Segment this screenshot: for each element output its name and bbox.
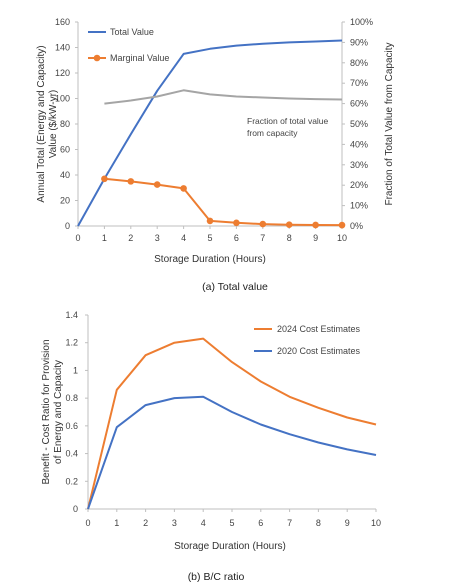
x-tick-label: 6: [234, 233, 239, 243]
x-tick-label: 9: [345, 518, 350, 528]
y-tick-label: 40: [60, 170, 70, 180]
caption-a: (a) Total value: [202, 281, 268, 293]
data-point-marginal-value: [206, 217, 214, 225]
legend: Total Value Marginal Value: [88, 27, 169, 63]
y2-tick-label: 70%: [350, 78, 368, 88]
legend-label: 2020 Cost Estimates: [277, 346, 361, 356]
x-tick-label: 0: [75, 233, 80, 243]
y2-tick-label: 60%: [350, 99, 368, 109]
chart-total-value: 0204060801001201401600%10%20%30%40%50%60…: [36, 17, 395, 293]
x-tick-label: 1: [114, 518, 119, 528]
y-axis-label-line: Benefit - Cost Ratio for Provision: [41, 339, 52, 484]
y-tick-label: 0.4: [65, 449, 78, 459]
y-tick-label: 0: [65, 221, 70, 231]
x-tick-label: 3: [155, 233, 160, 243]
y-tick-label: 0.8: [65, 393, 78, 403]
x-axis-label: Storage Duration (Hours): [154, 254, 266, 265]
y-tick-label: 0: [73, 504, 78, 514]
x-tick-label: 10: [371, 518, 381, 528]
data-point-marginal-value: [338, 221, 346, 229]
y-axis-label-line: Value ($/kW-yr): [48, 90, 59, 159]
y-axis-label-line: of Energy and Capacity: [53, 360, 64, 464]
caption-b: (b) B/C ratio: [188, 571, 245, 583]
x-tick-label: 2: [143, 518, 148, 528]
series-line-total-value: [77, 39, 343, 227]
data-point-marginal-value: [233, 219, 240, 227]
x-tick-label: 2: [128, 233, 133, 243]
x-tick-label: 4: [201, 518, 206, 528]
data-point-marginal-value: [127, 178, 135, 185]
data-point-marginal-value: [153, 181, 161, 188]
y-tick-label: 0.6: [65, 421, 78, 431]
series-line-2020-cost-estimates: [87, 395, 377, 510]
y2-tick-label: 100%: [350, 17, 373, 27]
x-tick-label: 8: [287, 233, 292, 243]
data-point-marginal-value: [180, 185, 187, 192]
y-axis-label-line: Annual Total (Energy and Capacity): [36, 45, 47, 202]
series-line-capacity-fraction: [104, 89, 343, 105]
annotation-line: from capacity: [247, 128, 298, 138]
y-axis-label: Annual Total (Energy and Capacity)Value …: [36, 45, 59, 202]
x-tick-label: 8: [316, 518, 321, 528]
y2-tick-label: 10%: [350, 201, 368, 211]
x-tick-label: 5: [229, 518, 234, 528]
x-tick-label: 7: [287, 518, 292, 528]
data-point-marginal-value: [101, 175, 108, 183]
x-tick-label: 4: [181, 233, 186, 243]
y-tick-label: 160: [55, 17, 70, 27]
x-tick-label: 1: [102, 233, 107, 243]
y2-tick-label: 30%: [350, 160, 368, 170]
x-tick-label: 6: [258, 518, 263, 528]
y-tick-label: 1.2: [65, 338, 78, 348]
y-tick-label: 140: [55, 43, 70, 53]
legend-label: Marginal Value: [110, 53, 169, 63]
data-point-marginal-value: [312, 221, 319, 229]
y2-tick-label: 50%: [350, 119, 368, 129]
y-tick-label: 120: [55, 68, 70, 78]
y2-tick-label: 40%: [350, 139, 368, 149]
x-tick-label: 9: [313, 233, 318, 243]
y2-tick-label: 90%: [350, 37, 368, 47]
y-tick-label: 20: [60, 196, 70, 206]
series-line-2024-cost-estimates: [87, 337, 377, 510]
data-point-marginal-value: [285, 221, 293, 229]
x-tick-label: 10: [337, 233, 347, 243]
legend-marker: [93, 54, 101, 62]
legend: 2024 Cost Estimates 2020 Cost Estimates: [254, 324, 361, 356]
chart-bc-ratio: 0 0.2 0.4 0.6 0.8 1 1.2 1.4 0 1 2 3 4 5 6 7 8 9 10 Storage …: [41, 310, 381, 583]
y2-axis-label: Fraction of Total Value from Capacity: [384, 42, 395, 205]
legend-label: Total Value: [110, 27, 154, 37]
y-tick-label: 100: [55, 94, 70, 104]
series-line-marginal-value: [104, 177, 343, 227]
y2-tick-label: 20%: [350, 180, 368, 190]
y-tick-label: 1: [73, 365, 78, 375]
x-tick-label: 7: [260, 233, 265, 243]
x-axis-label: Storage Duration (Hours): [174, 541, 286, 552]
y-tick-label: 0.2: [65, 476, 78, 486]
x-tick-label: 0: [85, 518, 90, 528]
y2-tick-label: 80%: [350, 58, 368, 68]
y-axis-label: Benefit - Cost Ratio for Provisionof Ene…: [41, 339, 64, 484]
y2-tick-label: 0%: [350, 221, 363, 231]
annotation-line: Fraction of total value: [247, 116, 329, 126]
x-tick-label: 3: [172, 518, 177, 528]
annotation-capacity-fraction: Fraction of total value from capacity: [247, 116, 329, 138]
y-tick-label: 1.4: [65, 310, 78, 320]
y-tick-label: 60: [60, 145, 70, 155]
x-tick-label: 5: [207, 233, 212, 243]
data-point-marginal-value: [259, 220, 267, 228]
legend-label: 2024 Cost Estimates: [277, 324, 361, 334]
y-tick-label: 80: [60, 119, 70, 129]
